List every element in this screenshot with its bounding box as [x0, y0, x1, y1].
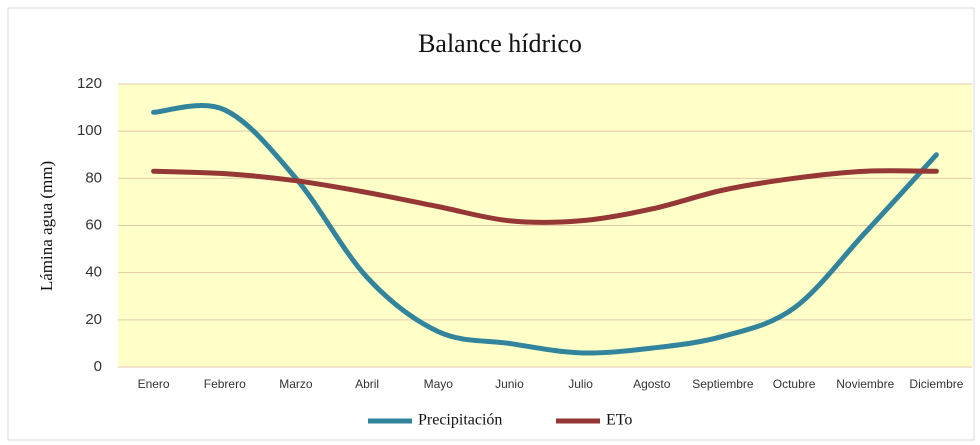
x-tick-label: Abril	[355, 377, 379, 391]
legend-label: Precipitación	[418, 412, 502, 429]
x-tick-label: Septiembre	[692, 377, 754, 391]
y-tick-label: 60	[85, 216, 102, 233]
x-tick-label: Agosto	[633, 377, 671, 391]
y-tick-label: 100	[77, 122, 102, 139]
chart-title: Balance hídrico	[418, 29, 582, 58]
x-tick-label: Junio	[495, 377, 524, 391]
y-tick-label: 120	[77, 75, 102, 92]
x-tick-label: Mayo	[424, 377, 454, 391]
x-tick-label: Julio	[568, 377, 593, 391]
x-tick-label: Marzo	[279, 377, 313, 391]
line-series	[151, 168, 939, 225]
line-series	[151, 103, 939, 356]
y-tick-label: 0	[94, 358, 102, 375]
y-axis-label: Lámina agua (mm)	[37, 161, 56, 291]
y-tick-label: 80	[85, 169, 102, 186]
x-tick-label: Enero	[138, 377, 170, 391]
x-tick-label: Diciembre	[909, 377, 963, 391]
x-tick-label: Octubre	[773, 377, 816, 391]
y-tick-label: 40	[85, 264, 102, 281]
x-tick-label: Febrero	[204, 377, 246, 391]
legend-label: ETo	[606, 412, 632, 429]
x-tick-label: Noviembre	[836, 377, 894, 391]
y-tick-label: 20	[85, 311, 102, 328]
